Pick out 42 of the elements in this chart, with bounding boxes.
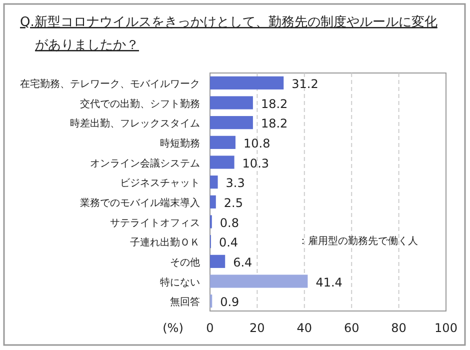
data-label: 0.9	[220, 295, 240, 310]
y-tick-label: 交代での出勤、シフト勤務	[80, 98, 200, 110]
x-tick-label: 60	[344, 321, 360, 335]
bar	[210, 254, 226, 268]
data-label: 41.4	[316, 275, 342, 290]
annotation: ：雇用型の勤務先で働く人	[298, 235, 418, 247]
data-label: 18.2	[260, 96, 288, 111]
data-label: 3.3	[226, 176, 245, 190]
data-label: 2.5	[224, 196, 243, 210]
data-label: 31.2	[292, 76, 318, 91]
data-label: 0.8	[220, 216, 239, 230]
y-tick-label: その他	[170, 256, 200, 268]
x-tick-label: 20	[250, 321, 265, 335]
bar	[210, 136, 236, 149]
x-tick-label: 40	[296, 321, 312, 335]
y-tick-label: 業務でのモバイル端末導入	[80, 196, 200, 209]
y-tick-label: オンライン会議システム	[90, 157, 200, 170]
data-label: 10.8	[243, 136, 270, 150]
y-tick-label: ビジネスチャット	[120, 178, 200, 190]
y-tick-label: 時差出勤、フレックスタイム	[70, 118, 200, 130]
y-tick-label: 時短勤務	[160, 137, 200, 150]
chart-title: Q.新型コロナウイルスをきっかけとして、勤務先の制度やルールに変化がありましたか？	[20, 14, 438, 53]
x-tick-label: 0	[206, 321, 214, 335]
y-tick-label: サテライトオフィス	[110, 218, 200, 229]
data-label: 0.4	[218, 236, 238, 250]
y-tick-label: 無回答	[170, 296, 200, 308]
bar	[210, 116, 253, 130]
data-label: 6.4	[233, 255, 252, 270]
data-label: 18.2	[260, 116, 288, 131]
bar	[210, 76, 284, 90]
bar	[210, 195, 216, 208]
x-tick-label: 100	[434, 321, 458, 335]
x-tick-label: 80	[391, 321, 406, 335]
y-tick-label: 在宅勤務、テレワーク、モバイルワーク	[20, 78, 200, 90]
bar	[210, 96, 253, 110]
data-label: 10.3	[242, 156, 270, 170]
bar	[210, 176, 218, 189]
bar	[210, 274, 308, 288]
y-tick-label: 子連れ出勤ＯＫ	[130, 236, 200, 249]
bar	[210, 156, 234, 169]
x-axis-title: (%)	[162, 321, 184, 335]
y-tick-label: 特にない	[160, 276, 200, 288]
